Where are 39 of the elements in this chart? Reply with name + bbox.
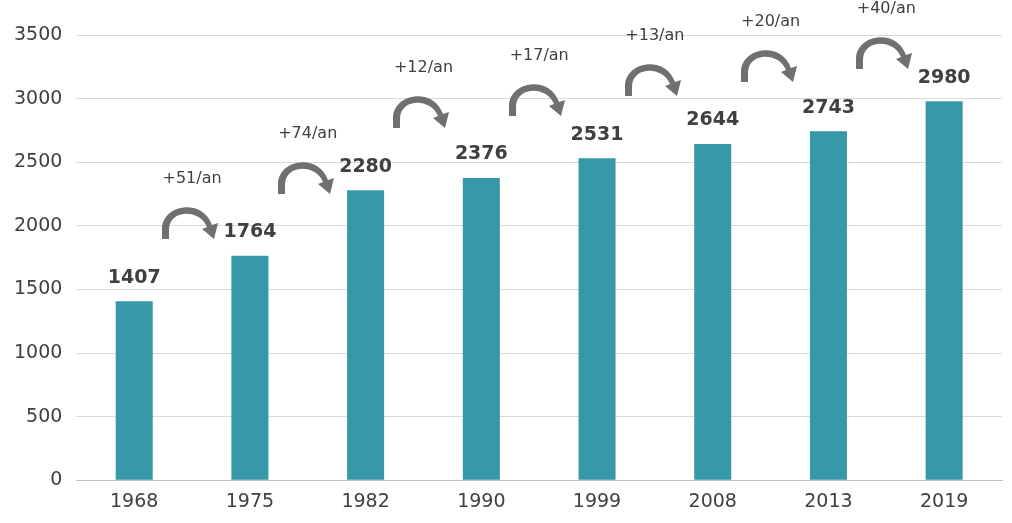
data-label: 2743 xyxy=(802,94,855,117)
y-tick-label: 1500 xyxy=(13,276,63,299)
y-tick-label: 1000 xyxy=(13,339,63,362)
x-tick-label: 2013 xyxy=(804,488,853,511)
x-tick-label: 1990 xyxy=(457,488,506,511)
x-tick-label: 1982 xyxy=(341,488,390,511)
bar xyxy=(809,131,847,480)
annotation: +17/an xyxy=(509,45,569,65)
data-label: 2644 xyxy=(686,107,740,130)
data-label: 2980 xyxy=(917,64,971,87)
annotation: +13/an xyxy=(625,25,685,45)
y-tick-label: 2000 xyxy=(13,212,63,235)
annotation: +74/an xyxy=(278,122,338,142)
y-tick-label: 500 xyxy=(26,403,63,426)
x-tick-label: 2019 xyxy=(919,488,969,511)
data-label: 1407 xyxy=(107,264,161,287)
data-label: 1764 xyxy=(223,219,277,242)
bar xyxy=(115,301,153,480)
data-label: 2376 xyxy=(454,141,508,164)
bar xyxy=(925,101,963,480)
y-tick-label: 3000 xyxy=(13,85,63,108)
bar xyxy=(462,177,500,480)
x-tick-label: 1968 xyxy=(110,488,159,511)
data-label: 2280 xyxy=(339,153,393,176)
y-tick-label: 3500 xyxy=(13,21,63,44)
bar xyxy=(231,255,269,480)
x-tick-label: 2008 xyxy=(688,488,737,511)
x-tick-label: 1999 xyxy=(572,488,622,511)
annotation: +12/an xyxy=(393,57,454,77)
text: +20/an xyxy=(741,11,801,31)
text: +40/an xyxy=(856,0,916,18)
bar xyxy=(578,158,616,480)
bar xyxy=(694,143,732,480)
y-tick-label: 0 xyxy=(50,467,63,490)
x-tick-label: 1975 xyxy=(225,488,275,511)
y-tick-label: 2500 xyxy=(13,149,63,172)
bar xyxy=(347,190,385,480)
data-label: 2531 xyxy=(570,121,624,144)
annotation: +51/an xyxy=(162,168,222,188)
